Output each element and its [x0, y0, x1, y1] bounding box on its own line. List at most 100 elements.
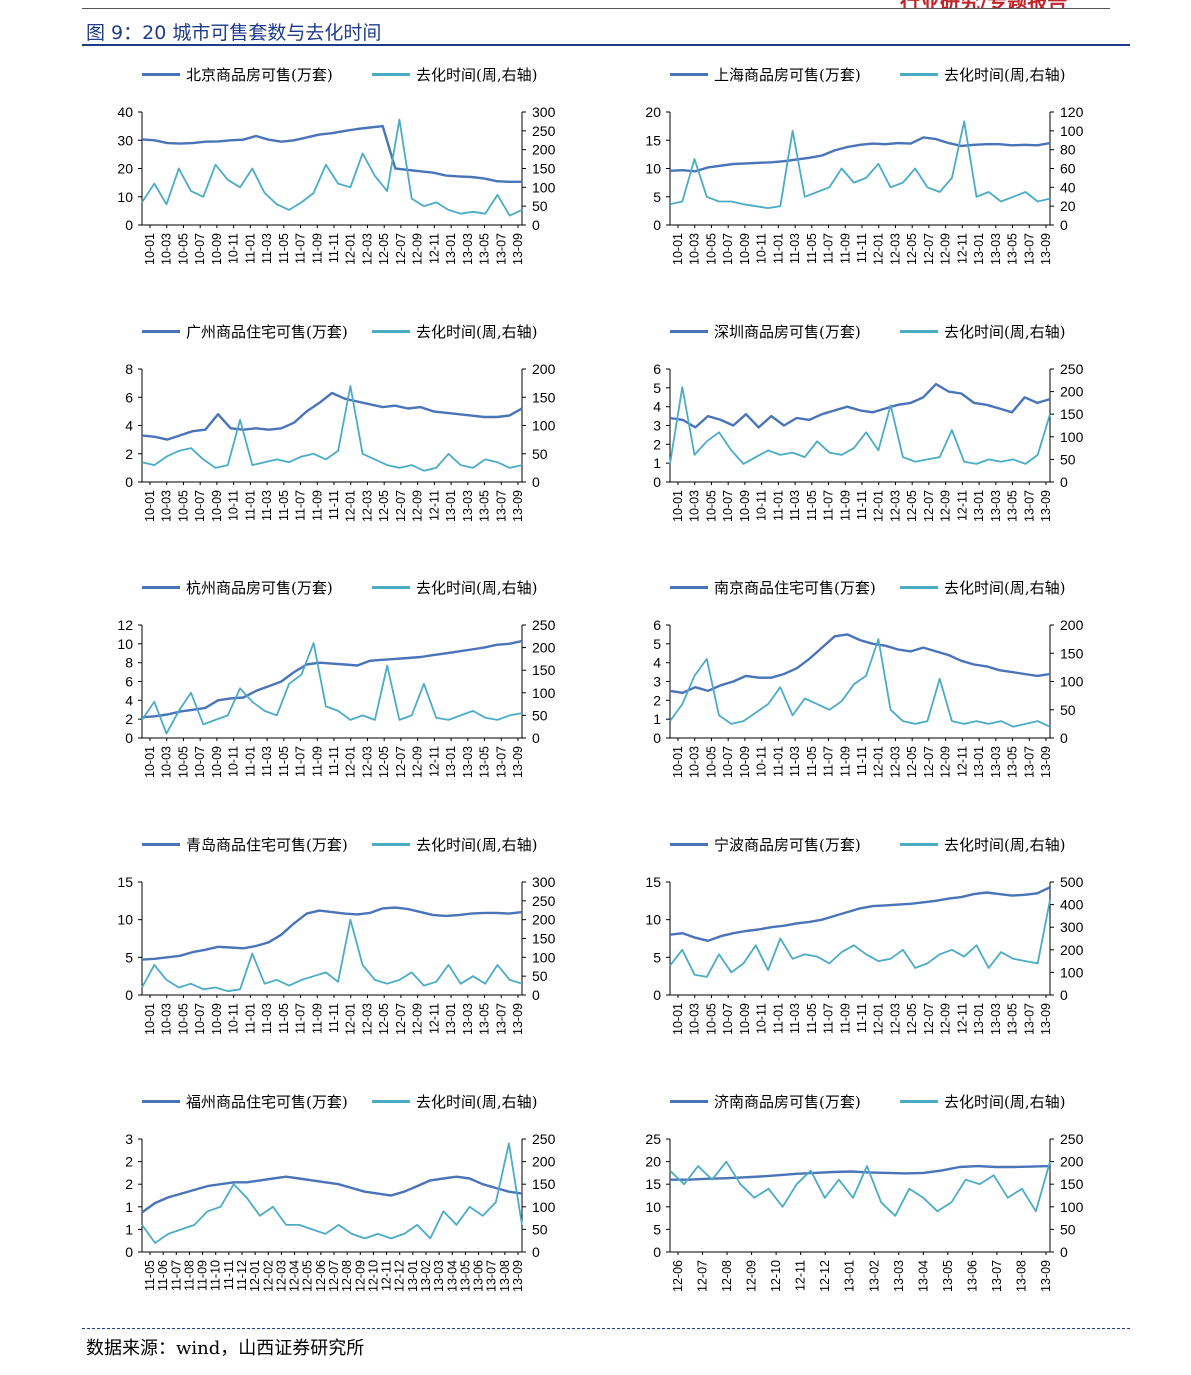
legend-inventory-label: 深圳商品房可售(万套) — [714, 323, 861, 341]
right-tick-label: 120 — [1060, 104, 1084, 120]
x-tick-label: 12-07 — [696, 1260, 710, 1292]
x-tick-label: 11-09 — [838, 746, 852, 777]
x-tick-label: 12-09 — [939, 490, 953, 522]
title-rule — [82, 44, 1130, 46]
turnover-line — [669, 120, 1051, 210]
x-tick-label: 13-09 — [1039, 490, 1053, 522]
left-tick-label: 2 — [125, 1176, 133, 1192]
x-tick-label: 10-05 — [176, 1003, 190, 1035]
x-tick-label: 10-05 — [176, 233, 190, 265]
left-tick-label: 3 — [125, 1131, 133, 1147]
left-tick-label: 2 — [653, 692, 661, 708]
x-tick-label: 10-07 — [193, 746, 207, 778]
x-tick-label: 10-01 — [671, 746, 685, 778]
right-tick-label: 20 — [1060, 198, 1076, 214]
turnover-line — [141, 385, 523, 472]
x-tick-label: 10-07 — [721, 233, 735, 265]
data-source-note: 数据来源：wind，山西证券研究所 — [86, 1338, 365, 1359]
left-tick-label: 0 — [125, 474, 133, 490]
x-tick-label: 12-12 — [818, 1260, 832, 1292]
x-tick-label: 10-05 — [704, 746, 718, 778]
x-tick-label: 13-07 — [494, 490, 508, 522]
chart-nanjing: 南京商品住宅可售(万套) 去化时间(周,右轴) 0 1 2 3 4 5 6 0 50 100 150… — [610, 573, 1150, 823]
x-tick-label: 13-01 — [972, 233, 986, 265]
turnover-line — [141, 918, 523, 993]
x-tick-label: 11-10 — [209, 1260, 223, 1291]
chart-shanghai: 上海商品房可售(万套) 去化时间(周,右轴) 0 5 10 15 20 0 20 40 60 80… — [610, 60, 1150, 310]
figure-title: 图 9：20 城市可售套数与去化时间 — [86, 22, 382, 44]
x-tick-label: 12-07 — [922, 746, 936, 778]
legend-inventory: 济南商品房可售(万套) — [670, 1091, 861, 1112]
x-tick-label: 12-11 — [955, 1003, 969, 1034]
x-tick-label: 10-07 — [193, 1003, 207, 1035]
x-tick-label: 10-07 — [193, 233, 207, 265]
left-tick-label: 2 — [125, 446, 133, 462]
left-tick-label: 0 — [653, 730, 661, 746]
right-tick-label: 0 — [1060, 474, 1068, 490]
legend-inventory-label: 青岛商品住宅可售(万套) — [186, 836, 348, 854]
legend-inventory: 深圳商品房可售(万套) — [670, 321, 861, 342]
left-tick-label: 15 — [117, 874, 133, 890]
left-tick-label: 5 — [653, 380, 661, 396]
x-tick-label: 11-05 — [805, 1003, 819, 1034]
inventory-line — [141, 124, 522, 184]
x-tick-label: 12-01 — [872, 1003, 886, 1035]
x-tick-label: 10-05 — [704, 1003, 718, 1035]
left-tick-label: 15 — [645, 1176, 661, 1192]
right-tick-label: 300 — [532, 104, 556, 120]
x-tick-label: 11-07 — [822, 233, 836, 264]
legend-turnover-swatch — [372, 842, 410, 846]
legend-inventory-swatch — [142, 1099, 180, 1103]
x-tick-label: 12-11 — [955, 233, 969, 264]
right-tick-label: 100 — [1060, 123, 1084, 139]
right-tick-label: 300 — [1060, 919, 1084, 935]
left-tick-label: 4 — [125, 418, 133, 434]
left-tick-label: 4 — [125, 692, 133, 708]
x-tick-label: 12-01 — [344, 1003, 358, 1035]
x-tick-label: 13-05 — [1006, 233, 1020, 265]
x-tick-label: 13-05 — [1006, 1003, 1020, 1035]
x-tick-label: 12-07 — [922, 490, 936, 522]
right-tick-label: 150 — [1060, 1176, 1084, 1192]
legend-turnover-swatch — [900, 1099, 938, 1103]
x-tick-label: 11-01 — [771, 746, 785, 777]
inventory-line — [141, 391, 523, 441]
legend-turnover-swatch — [900, 72, 938, 76]
left-tick-label: 20 — [645, 1154, 661, 1170]
left-tick-label: 8 — [125, 655, 133, 671]
x-tick-label: 11-03 — [788, 233, 802, 264]
inventory-line — [141, 906, 523, 961]
left-tick-label: 15 — [645, 874, 661, 890]
right-tick-label: 100 — [532, 685, 556, 701]
x-tick-label: 13-09 — [511, 233, 525, 265]
footer-rule — [82, 1328, 1130, 1329]
left-tick-label: 10 — [117, 636, 133, 652]
left-tick-label: 30 — [117, 132, 133, 148]
x-tick-label: 11-09 — [838, 490, 852, 521]
x-tick-label: 11-03 — [788, 490, 802, 521]
x-tick-label: 11-05 — [277, 1003, 291, 1034]
right-tick-label: 200 — [1060, 1154, 1084, 1170]
x-tick-label: 13-01 — [972, 1003, 986, 1035]
x-tick-label: 11-05 — [277, 233, 291, 264]
x-tick-label: 12-07 — [922, 1003, 936, 1035]
legend-turnover-label: 去化时间(周,右轴) — [944, 836, 1066, 854]
legend-turnover: 去化时间(周,右轴) — [372, 834, 537, 855]
x-tick-label: 10-03 — [688, 233, 702, 265]
legend-turnover-label: 去化时间(周,右轴) — [944, 323, 1066, 341]
x-tick-label: 10-01 — [143, 490, 157, 522]
legend-inventory-label: 南京商品住宅可售(万套) — [714, 579, 876, 597]
x-tick-label: 11-05 — [805, 233, 819, 264]
turnover-line — [669, 1160, 1051, 1217]
x-tick-label: 10-09 — [738, 1003, 752, 1035]
chart-hangzhou: 杭州商品房可售(万套) 去化时间(周,右轴) 0 2 4 6 8 10 12 0 50 100 15… — [82, 573, 622, 823]
x-tick-label: 12-12 — [393, 1260, 407, 1292]
header-top-line — [82, 8, 1110, 9]
x-tick-label: 10-01 — [143, 233, 157, 265]
x-tick-label: 11-11 — [855, 746, 869, 776]
x-tick-label: 10-01 — [671, 1003, 685, 1035]
x-tick-label: 10-09 — [210, 746, 224, 778]
x-tick-label: 11-07 — [294, 490, 308, 521]
inventory-line — [141, 639, 523, 719]
